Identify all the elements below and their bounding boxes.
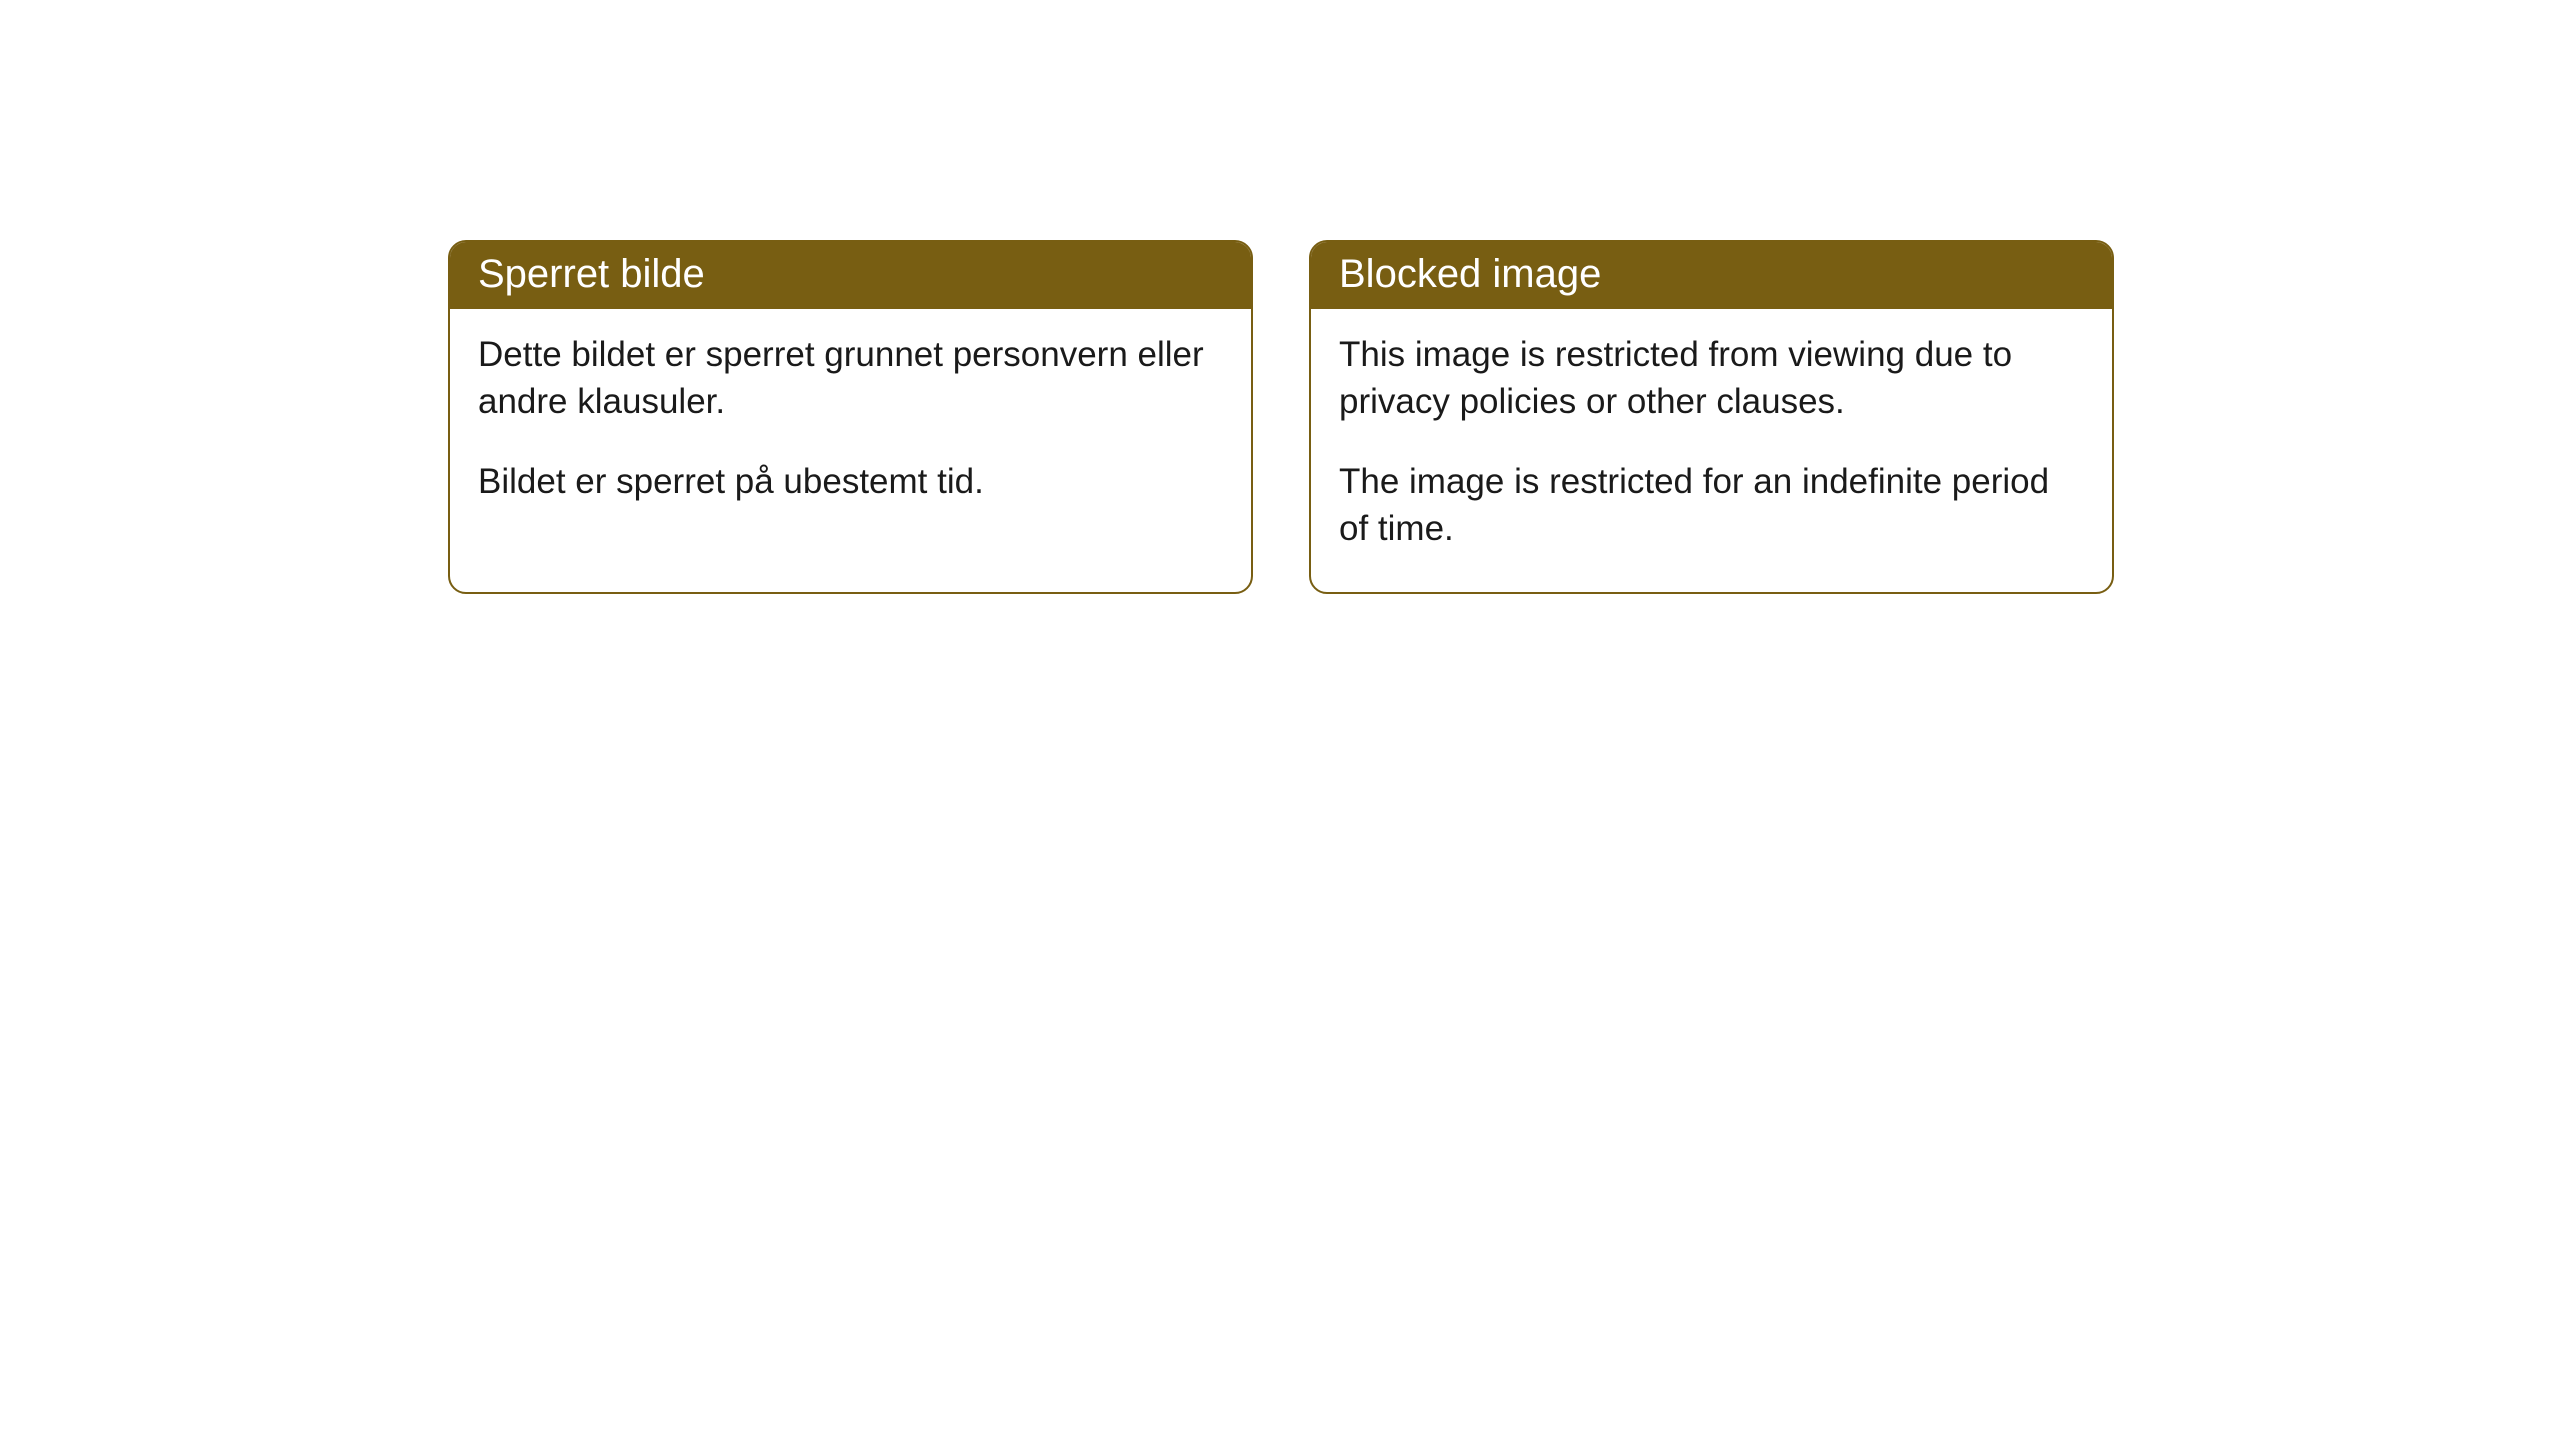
card-body: Dette bildet er sperret grunnet personve… — [450, 309, 1251, 545]
card-header: Sperret bilde — [450, 242, 1251, 309]
notice-card-norwegian: Sperret bilde Dette bildet er sperret gr… — [448, 240, 1253, 594]
card-title: Sperret bilde — [478, 252, 705, 296]
card-paragraph: Bildet er sperret på ubestemt tid. — [478, 458, 1223, 505]
card-paragraph: Dette bildet er sperret grunnet personve… — [478, 331, 1223, 426]
card-body: This image is restricted from viewing du… — [1311, 309, 2112, 592]
card-paragraph: This image is restricted from viewing du… — [1339, 331, 2084, 426]
notice-card-english: Blocked image This image is restricted f… — [1309, 240, 2114, 594]
card-header: Blocked image — [1311, 242, 2112, 309]
card-paragraph: The image is restricted for an indefinit… — [1339, 458, 2084, 553]
card-title: Blocked image — [1339, 252, 1601, 296]
notice-container: Sperret bilde Dette bildet er sperret gr… — [448, 240, 2114, 594]
